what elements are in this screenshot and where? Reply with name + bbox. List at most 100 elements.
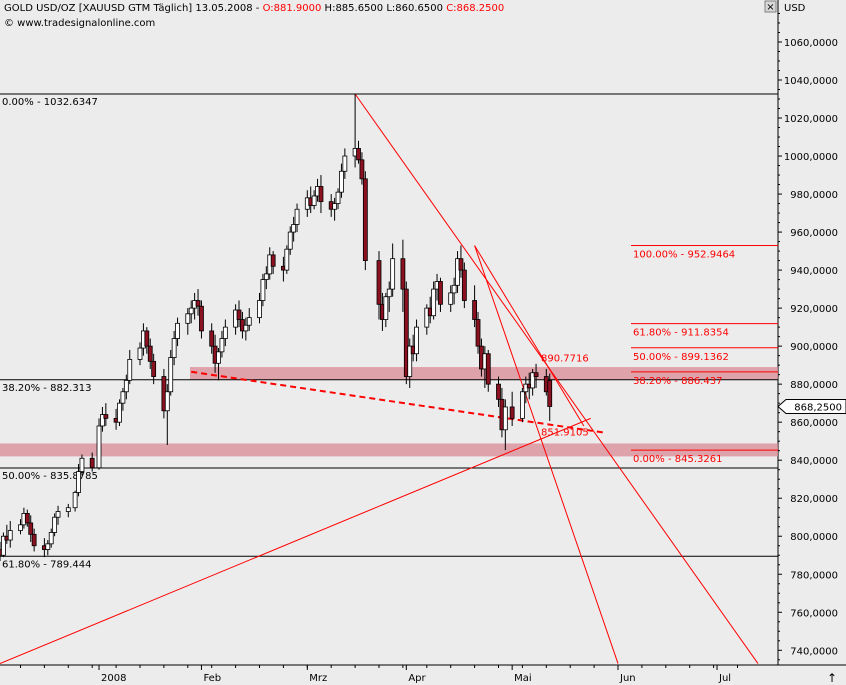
candle (28, 515, 34, 542)
y-tick-label: 820,0000 (790, 494, 838, 505)
candle-body (318, 186, 324, 203)
candle-body (376, 260, 382, 305)
candle (76, 463, 81, 497)
x-tick-label: 2008 (101, 673, 126, 684)
candle-body (243, 324, 249, 332)
candle-body (390, 258, 396, 290)
support-zone (190, 367, 778, 380)
candle (222, 319, 228, 347)
candle-body (260, 279, 266, 301)
support-zone (0, 443, 778, 457)
scroll-up-icon[interactable]: ↑ (827, 671, 837, 685)
candle (1, 532, 6, 558)
candle (400, 239, 406, 312)
candle-body (216, 351, 221, 364)
header-line: GOLD USD/OZ [XAUUSD GTM Täglich] 13.05.2… (4, 3, 504, 14)
fib-level-label: 50.00% - 899.1362 (633, 352, 729, 363)
candle-body (24, 513, 30, 524)
candle-body (246, 317, 252, 326)
candle (199, 300, 204, 339)
high-value: H:885.6500 (321, 3, 383, 14)
close-button[interactable]: × (764, 0, 777, 13)
y-tick-label: 880,0000 (790, 380, 838, 391)
candle-body (461, 269, 467, 301)
candle (533, 363, 539, 388)
candle (294, 203, 300, 233)
candle (120, 387, 126, 411)
candle (260, 273, 266, 307)
candle (386, 281, 392, 312)
candle (175, 317, 180, 347)
chart-title: GOLD USD/OZ [XAUUSD GTM Täglich] 13.05.2… (4, 3, 263, 14)
candle-body (263, 273, 269, 281)
candle-body (359, 159, 365, 180)
fib-level-label: 100.00% - 952.9464 (633, 249, 735, 260)
candle (448, 285, 454, 312)
candle-body (1, 535, 6, 556)
candle-body (414, 326, 419, 355)
candle-body (502, 406, 508, 431)
open-value: O:881.9000 (263, 3, 322, 14)
candle (359, 152, 365, 185)
candle (96, 418, 102, 470)
candle-body (403, 288, 409, 377)
candle-body (52, 516, 58, 533)
candle (216, 348, 221, 381)
support-zones (0, 367, 778, 457)
candle-body (472, 300, 478, 320)
candle (219, 330, 225, 358)
candle (342, 148, 348, 179)
candle-body (284, 248, 290, 271)
candle-body (188, 307, 194, 315)
low-value: L:860.6500 (383, 3, 443, 14)
candle (520, 387, 525, 423)
candle-body (496, 383, 501, 400)
candle-body (55, 511, 61, 518)
candle-body (332, 203, 338, 210)
candle (137, 342, 143, 366)
candle-body (199, 305, 204, 332)
x-tick-label: Jun (619, 673, 636, 684)
candle (458, 245, 464, 278)
x-tick-label: Jul (718, 673, 731, 684)
candle (185, 308, 191, 335)
candle-body (18, 524, 23, 531)
candle-body (533, 372, 539, 377)
candle (530, 368, 536, 396)
candle (45, 540, 51, 556)
candle (24, 509, 30, 527)
candle (209, 323, 215, 354)
y-tick-label: 740,0000 (790, 646, 838, 657)
candle-body (386, 288, 392, 298)
x-tick-label: Mrz (309, 673, 327, 684)
candle-body (455, 258, 460, 286)
candle-body (120, 391, 126, 404)
y-tick-label: 760,0000 (790, 608, 838, 619)
candlestick-series (0, 94, 553, 561)
candle-body (356, 148, 361, 161)
candle (243, 317, 249, 341)
y-tick-label: 900,0000 (790, 342, 838, 353)
candle (291, 216, 297, 242)
candle (287, 226, 293, 255)
y-tick-label: 840,0000 (790, 456, 838, 467)
candle-body (168, 357, 174, 393)
candle (79, 454, 85, 476)
candle-body (335, 191, 341, 204)
candle (472, 285, 478, 328)
candle-body (530, 372, 536, 389)
candle (547, 373, 553, 421)
candle (144, 327, 150, 354)
candle (407, 338, 413, 388)
candle-body (144, 330, 150, 347)
fib-level-label: 61.80% - 911.8354 (633, 328, 729, 339)
candle (147, 338, 153, 369)
candle (424, 304, 430, 335)
candle-body (438, 281, 443, 305)
candle-body (195, 300, 201, 307)
candle-body (431, 288, 437, 317)
candle (335, 188, 341, 210)
candle (496, 376, 501, 407)
candle-body (151, 360, 157, 377)
